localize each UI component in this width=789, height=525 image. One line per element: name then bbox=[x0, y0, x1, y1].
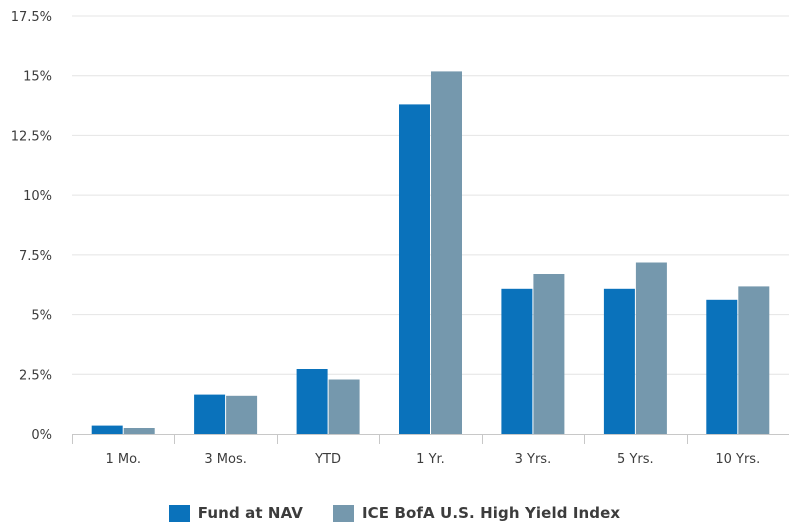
x-tick-label: 1 Yr. bbox=[416, 452, 445, 467]
bar-index bbox=[738, 286, 770, 434]
bar-fund bbox=[296, 369, 328, 434]
legend-item-ice-bofa-index[interactable]: ICE BofA U.S. High Yield Index bbox=[332, 504, 621, 522]
legend-label-ice-bofa-index: ICE BofA U.S. High Yield Index bbox=[361, 504, 621, 522]
bar-fund bbox=[399, 104, 430, 435]
x-tick-label: 3 Mos. bbox=[204, 452, 246, 467]
bar-fund bbox=[91, 425, 123, 434]
bar-index bbox=[635, 262, 667, 434]
y-tick-label: 7.5% bbox=[19, 249, 52, 264]
legend-swatch-ice-bofa-index bbox=[332, 504, 354, 522]
y-tick-label: 5% bbox=[31, 309, 52, 324]
bar-fund bbox=[194, 394, 226, 434]
y-tick-label: 10% bbox=[23, 189, 52, 204]
y-tick-label: 0% bbox=[31, 428, 52, 443]
bar-fund bbox=[501, 288, 533, 434]
bar-index bbox=[226, 395, 258, 434]
bar-index bbox=[328, 379, 360, 434]
chart-area: 0% 2.5% 5% 7.5% 10% 12.5% 15% 17.5% 1 Mo. 3 Mos. Y… bbox=[11, 10, 789, 467]
y-tick-label: 15% bbox=[23, 70, 52, 85]
x-tick-label: 10 Yrs. bbox=[715, 452, 760, 467]
x-tick-label: 5 Yrs. bbox=[617, 452, 654, 467]
y-tick-label: 17.5% bbox=[11, 10, 52, 25]
bar-fund bbox=[706, 299, 738, 434]
x-tick-label: 1 Mo. bbox=[105, 452, 140, 467]
bar-fund bbox=[603, 288, 635, 434]
x-tick-label: YTD bbox=[314, 452, 341, 467]
x-tick-label: 3 Yrs. bbox=[515, 452, 552, 467]
bar-index bbox=[533, 274, 565, 434]
legend: Fund at NAV ICE BofA U.S. High Yield Ind… bbox=[0, 501, 789, 525]
bar-index bbox=[123, 428, 155, 434]
legend-label-fund-at-nav: Fund at NAV bbox=[197, 504, 303, 522]
bar-index bbox=[431, 71, 462, 435]
legend-item-fund-at-nav[interactable]: Fund at NAV bbox=[168, 504, 303, 522]
bar-chart: 0% 2.5% 5% 7.5% 10% 12.5% 15% 17.5% 1 Mo. 3 Mos. Y… bbox=[11, 10, 789, 467]
y-tick-label: 12.5% bbox=[11, 129, 52, 144]
legend-swatch-fund-at-nav bbox=[168, 504, 190, 522]
y-tick-label: 2.5% bbox=[19, 368, 52, 383]
